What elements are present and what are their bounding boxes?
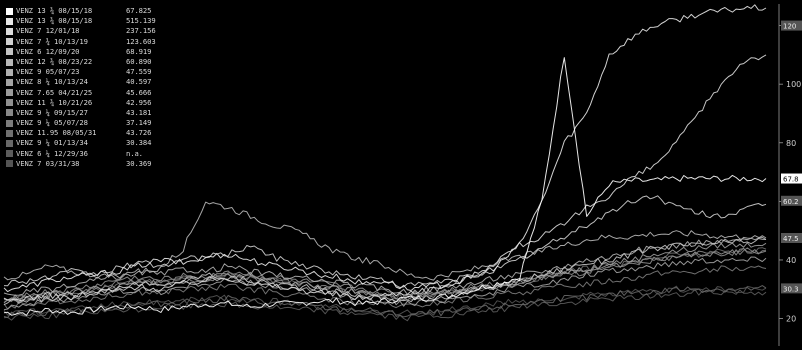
series-line <box>3 57 767 316</box>
legend-series-name: VENZ 11 ¾ 10/21/26 <box>16 97 93 107</box>
legend-swatch <box>6 38 13 46</box>
legend-item: VENZ 9 ¼ 01/13/34 30.384 <box>6 138 156 148</box>
legend-series-name: VENZ 7.65 04/21/25 <box>16 87 93 97</box>
legend-item: VENZ 6 ¼ 12/29/36 n.a. <box>6 149 156 159</box>
legend-item: VENZ 9 05/07/23 47.559 <box>6 67 156 77</box>
legend-series-value: 43.181 <box>126 107 152 117</box>
series-line <box>3 248 767 301</box>
last-value-tag-box <box>781 20 802 31</box>
legend-series-name: VENZ 7 ¾ 10/13/19 <box>16 36 88 46</box>
series-line <box>3 289 767 322</box>
series-line <box>3 238 767 306</box>
series-line <box>3 265 767 310</box>
y-tick-label: 20 <box>786 315 796 324</box>
last-value-tag: 60.2 <box>783 198 799 206</box>
legend-swatch <box>6 129 13 137</box>
legend-item: VENZ 7 ¾ 10/13/19 123.603 <box>6 37 156 47</box>
legend-swatch <box>6 140 13 148</box>
legend-series-value: 45.666 <box>126 87 152 97</box>
legend-series-name: VENZ 7 03/31/38 <box>16 158 80 168</box>
legend-swatch <box>6 68 13 76</box>
legend-item: VENZ 11.95 08/05/31 43.726 <box>6 128 156 138</box>
last-value-tag-box <box>781 173 802 184</box>
legend-series-name: VENZ 9 05/07/23 <box>16 67 80 77</box>
last-value-tag: 47.5 <box>783 235 799 243</box>
legend-series-name: VENZ 9 ¼ 09/15/27 <box>16 107 88 117</box>
legend-swatch <box>6 17 13 25</box>
legend-item: VENZ 7 12/01/18 237.156 <box>6 26 156 36</box>
legend-swatch <box>6 99 13 107</box>
legend-series-value: n.a. <box>126 148 143 158</box>
legend-series-name: VENZ 7 12/01/18 <box>16 26 80 36</box>
last-value-tag: 67.8 <box>783 176 799 184</box>
legend: VENZ 13 ¾ 08/15/18 67.825 VENZ 13 ¾ 08/15/… <box>6 6 156 169</box>
last-value-tag-box <box>781 283 802 294</box>
legend-swatch <box>6 109 13 117</box>
y-tick-label: 100 <box>786 80 801 89</box>
series-line <box>3 235 767 296</box>
legend-item: VENZ 9 ¼ 05/07/28 37.149 <box>6 118 156 128</box>
legend-item: VENZ 12 ¾ 08/23/22 60.890 <box>6 57 156 67</box>
series-line <box>3 201 767 281</box>
legend-series-value: 237.156 <box>126 26 156 36</box>
last-value-tag: 120 <box>783 23 796 31</box>
legend-swatch <box>6 7 13 15</box>
legend-item: VENZ 13 ¾ 08/15/18 67.825 <box>6 6 156 16</box>
legend-series-value: 47.559 <box>126 67 152 77</box>
last-value-tag-box <box>781 232 802 243</box>
legend-swatch <box>6 160 13 168</box>
legend-item: VENZ 6 12/09/20 68.919 <box>6 47 156 57</box>
legend-series-name: VENZ 6 ¼ 12/29/36 <box>16 148 88 158</box>
legend-series-value: 68.919 <box>126 46 152 56</box>
y-tick-label: 80 <box>786 139 796 148</box>
legend-swatch <box>6 78 13 86</box>
legend-item: VENZ 7 03/31/38 30.369 <box>6 159 156 169</box>
legend-series-value: 43.726 <box>126 128 152 138</box>
legend-series-value: 42.956 <box>126 97 152 107</box>
last-value-tag-box <box>781 195 802 206</box>
legend-series-value: 67.825 <box>126 6 152 15</box>
legend-item: VENZ 9 ¼ 09/15/27 43.181 <box>6 108 156 118</box>
legend-series-name: VENZ 12 ¾ 08/23/22 <box>16 56 93 66</box>
legend-swatch <box>6 150 13 158</box>
legend-swatch <box>6 27 13 35</box>
legend-series-name: VENZ 9 ¼ 05/07/28 <box>16 118 88 128</box>
legend-series-name: VENZ 6 12/09/20 <box>16 46 80 56</box>
legend-swatch <box>6 89 13 97</box>
legend-series-name: VENZ 13 ¾ 08/15/18 <box>16 6 93 15</box>
y-tick-label: 40 <box>786 256 796 265</box>
legend-item: VENZ 13 ¾ 08/15/18 515.139 <box>6 16 156 26</box>
legend-series-value: 40.597 <box>126 77 152 87</box>
legend-series-value: 60.890 <box>126 56 152 66</box>
last-value-tag: 30.3 <box>783 285 799 293</box>
series-line <box>3 4 767 293</box>
series-line <box>3 285 767 319</box>
series-line <box>3 256 767 311</box>
series-line <box>3 195 767 288</box>
legend-series-value: 30.384 <box>126 138 152 148</box>
legend-item: VENZ 8 ¼ 10/13/24 40.597 <box>6 77 156 87</box>
legend-series-name: VENZ 11.95 08/05/31 <box>16 128 97 138</box>
legend-series-value: 515.139 <box>126 16 156 26</box>
legend-item: VENZ 7.65 04/21/25 45.666 <box>6 88 156 98</box>
series-line <box>3 54 767 302</box>
legend-swatch <box>6 58 13 66</box>
legend-swatch <box>6 119 13 127</box>
legend-series-name: VENZ 8 ¼ 10/13/24 <box>16 77 88 87</box>
series-line <box>3 242 767 303</box>
legend-item: VENZ 11 ¾ 10/21/26 42.956 <box>6 98 156 108</box>
legend-series-name: VENZ 13 ¾ 08/15/18 <box>16 16 93 26</box>
legend-series-name: VENZ 9 ¼ 01/13/34 <box>16 138 88 148</box>
legend-series-value: 30.369 <box>126 158 152 168</box>
legend-series-value: 37.149 <box>126 118 152 128</box>
legend-series-value: 123.603 <box>126 36 156 46</box>
legend-swatch <box>6 48 13 56</box>
